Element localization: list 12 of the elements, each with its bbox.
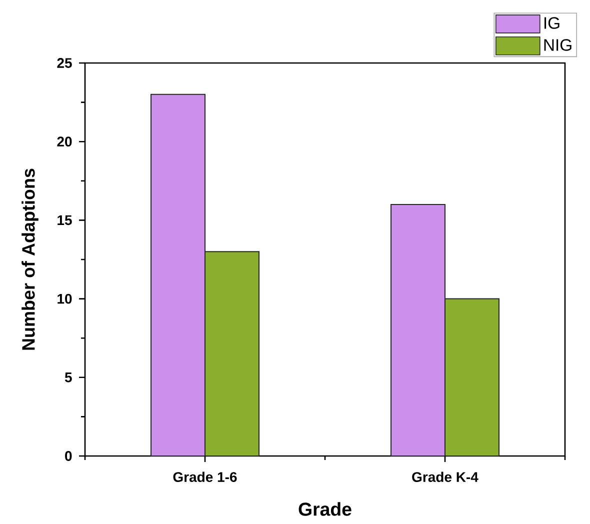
y-tick-label: 5	[64, 372, 72, 382]
y-tick-label: 10	[58, 294, 72, 304]
x-tick-label: Grade 1-6	[173, 472, 237, 482]
x-axis-title: Grade	[298, 502, 352, 516]
legend-label: NIG	[544, 39, 572, 51]
y-tick-label: 0	[65, 451, 72, 461]
y-axis-title: Number of Adaptions	[22, 168, 38, 350]
y-tick-label: 15	[58, 215, 72, 226]
y-tick-label: 20	[57, 136, 72, 147]
y-tick-label: 25	[57, 58, 72, 68]
legend-label: IG	[544, 17, 560, 29]
x-tick-label: Grade K-4	[412, 472, 478, 482]
